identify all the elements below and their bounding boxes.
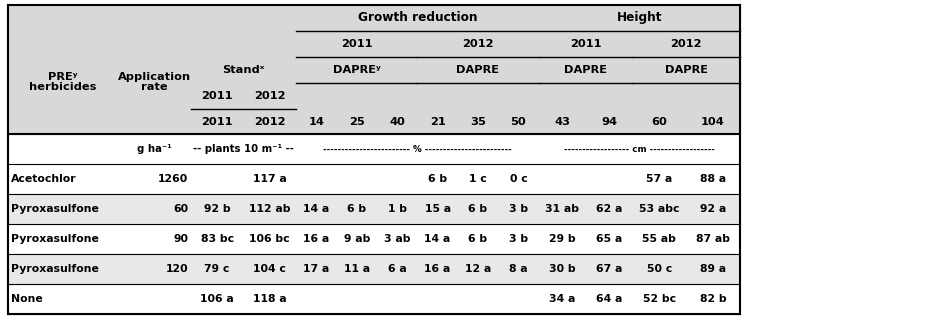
Text: 2011: 2011: [201, 91, 233, 100]
Text: 118 a: 118 a: [253, 294, 287, 304]
Text: 17 a: 17 a: [304, 264, 329, 274]
Text: 3 b: 3 b: [509, 204, 528, 214]
Text: 6 a: 6 a: [388, 264, 406, 274]
Text: 92 a: 92 a: [700, 204, 726, 214]
Text: 15 a: 15 a: [425, 204, 450, 214]
Text: Pyroxasulfone: Pyroxasulfone: [11, 234, 99, 244]
Text: -- plants 10 m⁻¹ --: -- plants 10 m⁻¹ --: [193, 144, 294, 155]
Text: 6 b: 6 b: [468, 234, 488, 244]
Text: DAPRE: DAPRE: [665, 65, 708, 75]
Bar: [8, 5, 740, 134]
Text: 29 b: 29 b: [549, 234, 575, 244]
Text: Pyroxasulfone: Pyroxasulfone: [11, 264, 99, 274]
Text: 50: 50: [510, 116, 526, 126]
Text: 104 c: 104 c: [254, 264, 286, 274]
Text: 2012: 2012: [670, 39, 702, 49]
Text: 14 a: 14 a: [425, 234, 450, 244]
Text: 34 a: 34 a: [549, 294, 575, 304]
Text: 120: 120: [165, 264, 188, 274]
Text: 57 a: 57 a: [647, 174, 672, 184]
Text: 9 ab: 9 ab: [343, 234, 370, 244]
Text: 65 a: 65 a: [596, 234, 622, 244]
Text: 55 ab: 55 ab: [642, 234, 677, 244]
Text: 92 b: 92 b: [204, 204, 230, 214]
Text: Pyroxasulfone: Pyroxasulfone: [11, 204, 99, 214]
Text: 90: 90: [173, 234, 188, 244]
Text: Height: Height: [617, 11, 662, 24]
Text: 2011: 2011: [341, 39, 372, 49]
Text: 31 ab: 31 ab: [545, 204, 579, 214]
Text: PREʸ: PREʸ: [48, 72, 78, 82]
Bar: [8, 254, 740, 284]
Text: 104: 104: [701, 116, 725, 126]
Text: 2012: 2012: [254, 116, 286, 126]
Text: Acetochlor: Acetochlor: [11, 174, 77, 184]
Text: 30 b: 30 b: [549, 264, 575, 274]
Text: 1 b: 1 b: [387, 204, 407, 214]
Text: 89 a: 89 a: [700, 264, 726, 274]
Text: 16 a: 16 a: [425, 264, 450, 274]
Text: 67 a: 67 a: [596, 264, 622, 274]
Text: 82 b: 82 b: [699, 294, 727, 304]
Text: 53 abc: 53 abc: [639, 204, 680, 214]
Text: None: None: [11, 294, 43, 304]
Text: 6 b: 6 b: [468, 204, 488, 214]
Text: 94: 94: [601, 116, 618, 126]
Text: 117 a: 117 a: [253, 174, 287, 184]
Text: 62 a: 62 a: [596, 204, 622, 214]
Text: DAPRE: DAPRE: [457, 65, 499, 75]
Text: 1260: 1260: [158, 174, 188, 184]
Text: herbicides: herbicides: [29, 82, 97, 92]
Text: 2012: 2012: [254, 91, 286, 100]
Text: 0 c: 0 c: [509, 174, 527, 184]
Text: 2011: 2011: [570, 39, 602, 49]
Text: 3 ab: 3 ab: [384, 234, 411, 244]
Text: DAPRE: DAPRE: [564, 65, 607, 75]
Text: 6 b: 6 b: [347, 204, 367, 214]
Text: 50 c: 50 c: [647, 264, 672, 274]
Text: 11 a: 11 a: [344, 264, 369, 274]
Text: 2012: 2012: [462, 39, 494, 49]
Text: 106 bc: 106 bc: [249, 234, 290, 244]
Text: 87 ab: 87 ab: [696, 234, 730, 244]
Text: Application: Application: [118, 72, 191, 82]
Text: 12 a: 12 a: [465, 264, 491, 274]
Text: 60: 60: [651, 116, 667, 126]
Text: 52 bc: 52 bc: [643, 294, 676, 304]
Text: 43: 43: [554, 116, 571, 126]
Text: 21: 21: [430, 116, 446, 126]
Text: 3 b: 3 b: [509, 234, 528, 244]
Text: 16 a: 16 a: [304, 234, 329, 244]
Text: 60: 60: [173, 204, 188, 214]
Text: g ha⁻¹: g ha⁻¹: [137, 144, 172, 155]
Text: 14: 14: [308, 116, 324, 126]
Text: 2011: 2011: [201, 116, 233, 126]
Text: 14 a: 14 a: [304, 204, 329, 214]
Text: 79 c: 79 c: [205, 264, 229, 274]
Text: 106 a: 106 a: [200, 294, 234, 304]
Text: DAPREʸ: DAPREʸ: [333, 65, 381, 75]
Text: 1 c: 1 c: [469, 174, 487, 184]
Text: ------------------------ % ------------------------: ------------------------ % -------------…: [323, 145, 511, 154]
Text: Standˣ: Standˣ: [222, 65, 265, 75]
Text: 25: 25: [349, 116, 365, 126]
Text: 8 a: 8 a: [509, 264, 527, 274]
Text: 112 ab: 112 ab: [249, 204, 290, 214]
Text: rate: rate: [141, 82, 168, 92]
Text: 40: 40: [389, 116, 405, 126]
Text: Growth reduction: Growth reduction: [357, 11, 478, 24]
Text: 64 a: 64 a: [596, 294, 622, 304]
Text: ------------------ cm ------------------: ------------------ cm ------------------: [564, 145, 714, 154]
Text: 35: 35: [470, 116, 486, 126]
Text: 83 bc: 83 bc: [200, 234, 234, 244]
Bar: [8, 194, 740, 224]
Text: 88 a: 88 a: [700, 174, 726, 184]
Text: 6 b: 6 b: [428, 174, 447, 184]
